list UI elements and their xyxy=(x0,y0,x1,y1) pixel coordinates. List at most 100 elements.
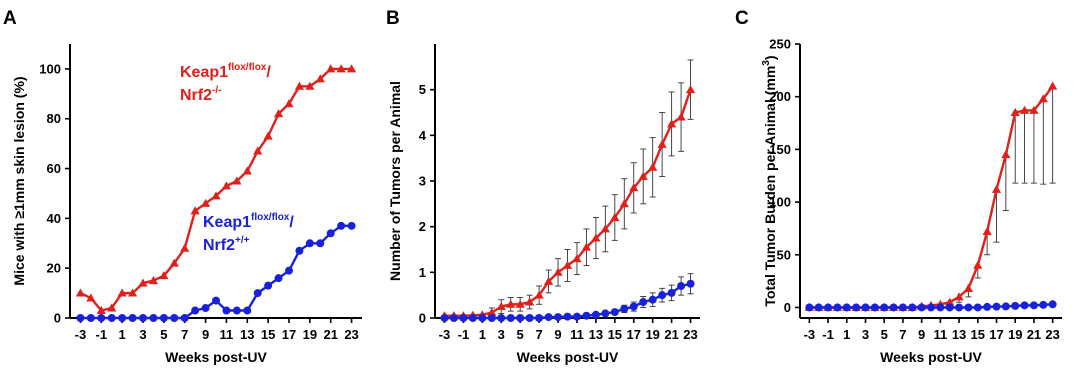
data-point xyxy=(805,303,814,312)
x-tick-label: -1 xyxy=(822,327,834,342)
data-point xyxy=(138,278,148,287)
error-bar xyxy=(1021,110,1028,184)
data-point xyxy=(263,131,273,140)
x-axis-title: Weeks post-UV xyxy=(880,349,982,365)
data-point xyxy=(295,246,304,255)
data-point xyxy=(525,297,535,306)
y-tick-label: 50 xyxy=(777,247,791,262)
data-point xyxy=(180,243,190,252)
data-point xyxy=(273,109,284,118)
data-point xyxy=(107,303,117,312)
legend-label-genotype: Keap1flox/flox/ xyxy=(180,62,271,81)
series-line xyxy=(809,85,1054,309)
series-blue xyxy=(805,300,1057,312)
x-tick-label: 23 xyxy=(683,327,697,342)
series-red xyxy=(439,59,696,320)
data-point xyxy=(253,146,263,155)
x-tick-label: 21 xyxy=(323,327,337,342)
y-axis-title-main: Total Tumor Burden per Animal (mm xyxy=(762,66,778,307)
data-point xyxy=(326,229,335,238)
x-tick-label: 3 xyxy=(862,327,869,342)
error-bar xyxy=(1040,98,1047,185)
data-point xyxy=(908,303,917,312)
x-tick-label: 11 xyxy=(220,327,234,342)
data-point xyxy=(440,314,449,322)
error-bar xyxy=(1030,110,1037,184)
data-point xyxy=(294,81,305,90)
data-point xyxy=(685,85,696,94)
data-point xyxy=(1020,301,1029,310)
data-point xyxy=(620,304,629,313)
data-point xyxy=(964,303,973,312)
data-point xyxy=(170,314,179,322)
data-point xyxy=(581,242,592,251)
x-tick-label: 17 xyxy=(627,327,641,342)
data-point xyxy=(525,314,534,322)
y-axis-title-end: ) xyxy=(762,55,778,60)
data-point xyxy=(1048,300,1057,309)
data-point xyxy=(496,301,506,311)
data-point xyxy=(242,166,252,175)
data-point xyxy=(591,310,600,319)
data-point xyxy=(963,283,974,292)
data-point xyxy=(1039,300,1048,309)
data-point xyxy=(582,311,591,320)
data-point xyxy=(814,303,823,312)
x-tick-label: 13 xyxy=(952,327,966,342)
y-tick-label: 40 xyxy=(47,211,61,226)
x-tick-label: 13 xyxy=(589,327,603,342)
data-point xyxy=(159,271,169,280)
data-point xyxy=(487,307,497,316)
data-point xyxy=(917,303,926,312)
data-point xyxy=(346,64,357,73)
x-tick-label: 7 xyxy=(181,327,188,342)
y-tick-label: 0 xyxy=(784,300,791,315)
data-point xyxy=(212,296,220,305)
x-tick-label: 19 xyxy=(303,327,317,342)
y-axis-title: Total Tumor Burden per Animal (mm3) xyxy=(761,55,778,306)
data-point xyxy=(563,312,572,321)
data-point xyxy=(610,308,619,317)
data-point xyxy=(686,279,695,288)
x-tick-label: 19 xyxy=(1008,327,1022,342)
data-point xyxy=(285,266,293,275)
data-point xyxy=(506,299,516,308)
y-tick-label: 3 xyxy=(419,174,426,189)
data-point xyxy=(221,181,232,190)
data-point xyxy=(591,233,601,242)
x-tick-label: 9 xyxy=(202,327,209,342)
x-tick-label: 13 xyxy=(240,327,254,342)
data-point xyxy=(264,281,273,290)
data-point xyxy=(232,306,241,315)
panel-b-letter: B xyxy=(386,8,400,29)
series-blue xyxy=(440,273,695,322)
y-tick-label: 100 xyxy=(39,61,61,76)
data-point xyxy=(97,314,106,322)
x-tick-label: -1 xyxy=(458,327,470,342)
x-tick-label: 15 xyxy=(261,327,275,342)
data-point xyxy=(75,288,86,297)
y-tick-label: 200 xyxy=(769,89,791,104)
data-point xyxy=(211,191,221,200)
data-point xyxy=(955,303,964,312)
data-point xyxy=(326,64,336,73)
data-point xyxy=(936,303,945,312)
data-point xyxy=(553,267,563,276)
data-point xyxy=(898,303,907,312)
data-point xyxy=(337,221,346,230)
data-point xyxy=(658,291,667,300)
data-point xyxy=(870,303,879,312)
data-point xyxy=(535,314,544,322)
data-point xyxy=(118,314,127,322)
data-point xyxy=(610,212,620,221)
data-point xyxy=(1029,105,1039,114)
data-point xyxy=(667,119,677,128)
y-tick-label: 150 xyxy=(769,142,791,157)
data-point xyxy=(667,288,676,297)
data-point xyxy=(284,99,294,108)
data-point xyxy=(468,314,477,322)
data-point xyxy=(982,226,992,236)
error-bar xyxy=(1049,86,1056,184)
